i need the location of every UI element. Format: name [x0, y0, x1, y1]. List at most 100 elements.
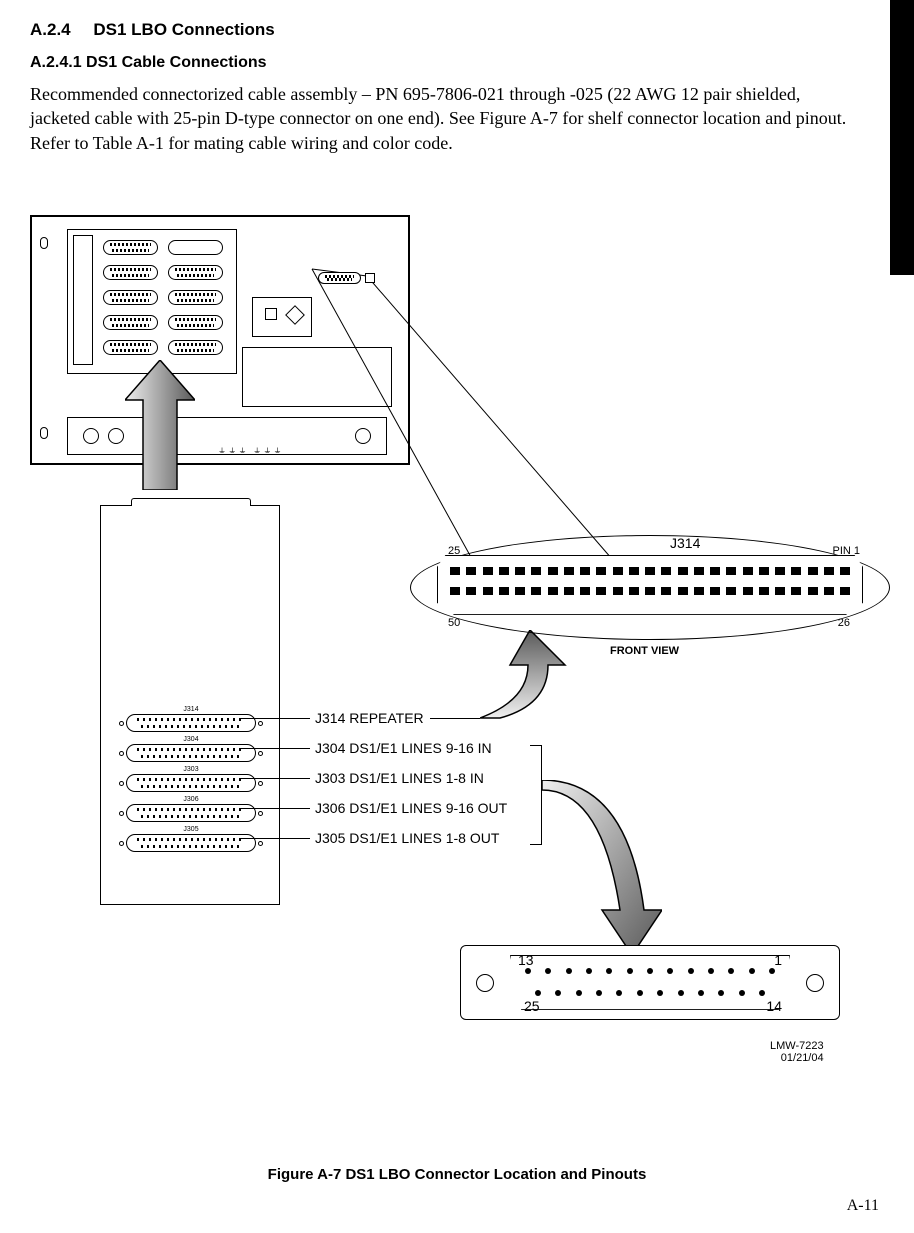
- aux-port: [285, 305, 305, 325]
- pin: [657, 990, 663, 996]
- ground-symbols: ⏚ ⏚ ⏚ ⏚ ⏚ ⏚: [218, 446, 282, 457]
- shelf-panel: ⏚ ⏚ ⏚ ⏚ ⏚ ⏚: [30, 215, 410, 465]
- j314-connector-diagram: 25 PIN 1 50 26 J314 FRONT VIEW: [410, 525, 890, 665]
- pin: [824, 587, 834, 595]
- pin: [749, 968, 755, 974]
- db25-label-14: 14: [766, 998, 782, 1014]
- pin: [555, 990, 561, 996]
- bracket: [530, 745, 542, 845]
- pin: [616, 990, 622, 996]
- aux-port: [265, 308, 277, 320]
- callout-line: [240, 808, 310, 809]
- db-connector: [103, 290, 158, 305]
- callout-label-j305: J305 DS1/E1 LINES 1-8 OUT: [315, 830, 499, 846]
- pin: [535, 990, 541, 996]
- pin: [545, 968, 551, 974]
- section-number: A.2.4: [30, 20, 71, 39]
- pin: [645, 587, 655, 595]
- pin: [694, 567, 704, 575]
- pin: [580, 567, 590, 575]
- pin: [808, 587, 818, 595]
- aux-port: [365, 273, 375, 283]
- pin: [769, 968, 775, 974]
- pin: [824, 567, 834, 575]
- section-title: DS1 LBO Connections: [93, 20, 274, 39]
- pin: [629, 567, 639, 575]
- callout-line: [240, 718, 310, 719]
- db-connector: [168, 340, 223, 355]
- db-connector: [168, 290, 223, 305]
- callout-line: [240, 748, 310, 749]
- mounting-hole: [40, 237, 48, 249]
- pin: [515, 587, 525, 595]
- pin: [629, 587, 639, 595]
- pin: [531, 567, 541, 575]
- connector-label: J303: [126, 766, 256, 773]
- pin: [710, 567, 720, 575]
- pin: [678, 990, 684, 996]
- pin: [728, 968, 734, 974]
- front-view-label: FRONT VIEW: [610, 645, 679, 657]
- pin: [743, 567, 753, 575]
- card-module: J314J304J303J306J305: [100, 505, 280, 905]
- mounting-hole: [40, 427, 48, 439]
- pin: [596, 990, 602, 996]
- db25-pin-row-bottom: [535, 990, 765, 996]
- pin: [606, 968, 612, 974]
- connector-body: [437, 555, 863, 615]
- pin: [531, 587, 541, 595]
- pin-row-top: [450, 567, 850, 575]
- db-connector-shape: [126, 774, 256, 792]
- connector-label: J304: [126, 736, 256, 743]
- aux-panel: [252, 297, 312, 337]
- arrow-curve-down-icon: [542, 780, 662, 955]
- callout-lines: [312, 269, 412, 369]
- bottom-bar: ⏚ ⏚ ⏚ ⏚ ⏚ ⏚: [67, 417, 387, 455]
- module-connector: J304: [126, 736, 256, 762]
- callout-label-j306: J306 DS1/E1 LINES 9-16 OUT: [315, 800, 507, 816]
- pin: [450, 567, 460, 575]
- pin-label-1: PIN 1: [832, 545, 860, 557]
- large-connector: [73, 235, 93, 365]
- db-connector: [168, 265, 223, 280]
- db-connector-shape: [126, 744, 256, 762]
- module-connector: J303: [126, 766, 256, 792]
- connector-name: J314: [670, 535, 700, 551]
- pin: [499, 567, 509, 575]
- pin: [525, 968, 531, 974]
- db-connector: [103, 240, 158, 255]
- pin: [775, 587, 785, 595]
- callout-label-j314: J314 REPEATER: [315, 710, 424, 726]
- subsection-heading: A.2.4.1 DS1 Cable Connections: [30, 54, 884, 72]
- pin: [483, 587, 493, 595]
- pin: [613, 587, 623, 595]
- pin: [576, 990, 582, 996]
- pin: [678, 587, 688, 595]
- pin: [548, 587, 558, 595]
- pin: [566, 968, 572, 974]
- pin: [627, 968, 633, 974]
- module-connector-group: J314J304J303J306J305: [116, 706, 266, 856]
- pin-label-25: 25: [448, 545, 460, 557]
- connector-bank: [67, 229, 237, 374]
- pin-row-bottom: [450, 587, 850, 595]
- pin-label-50: 50: [448, 617, 460, 629]
- db-connector: [103, 340, 158, 355]
- pin: [564, 587, 574, 595]
- figure-caption: Figure A-7 DS1 LBO Connector Location an…: [0, 1166, 914, 1183]
- pin: [791, 567, 801, 575]
- db-connector-shape: [126, 834, 256, 852]
- pin: [586, 968, 592, 974]
- module-top-connector: [131, 498, 251, 506]
- connector-label: J314: [126, 706, 256, 713]
- doc-date: 01/21/04: [781, 1052, 824, 1064]
- pin: [645, 567, 655, 575]
- pin: [580, 587, 590, 595]
- arrow-up-icon: [125, 360, 195, 490]
- pin: [743, 587, 753, 595]
- pin: [667, 968, 673, 974]
- pin: [661, 587, 671, 595]
- callout-line: [430, 718, 480, 719]
- module-connector: J306: [126, 796, 256, 822]
- pin: [678, 567, 688, 575]
